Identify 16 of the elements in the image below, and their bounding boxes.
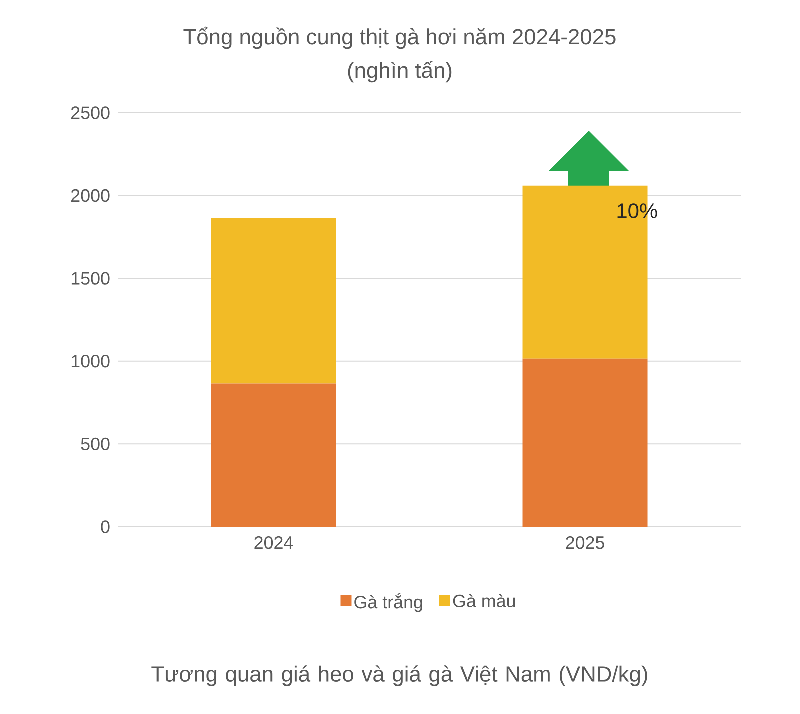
chart-subtitle: (nghìn tấn): [348, 61, 452, 83]
y-tick-label: 0: [101, 520, 110, 534]
bar: [211, 218, 336, 384]
y-tick-label: 500: [81, 438, 110, 451]
y-tick-label: 1000: [72, 355, 110, 368]
bar: [211, 384, 336, 527]
legend-label: Gà trắng: [354, 592, 422, 612]
y-tick-label: 2000: [72, 189, 110, 202]
x-tick-label: 2024: [254, 536, 294, 550]
y-tick-label: 1500: [72, 272, 110, 285]
legend-label: Gà màu: [453, 594, 516, 608]
chart-title: Tổng nguồn cung thịt gà hơi năm 2024-2025: [184, 26, 616, 50]
text: Tương quan giá heo và giá gà Việt Nam (VND/kg): [152, 666, 648, 686]
x-tick-label: 2025: [566, 536, 604, 550]
y-tick-label: 2500: [72, 106, 110, 120]
bar: [522, 358, 648, 527]
